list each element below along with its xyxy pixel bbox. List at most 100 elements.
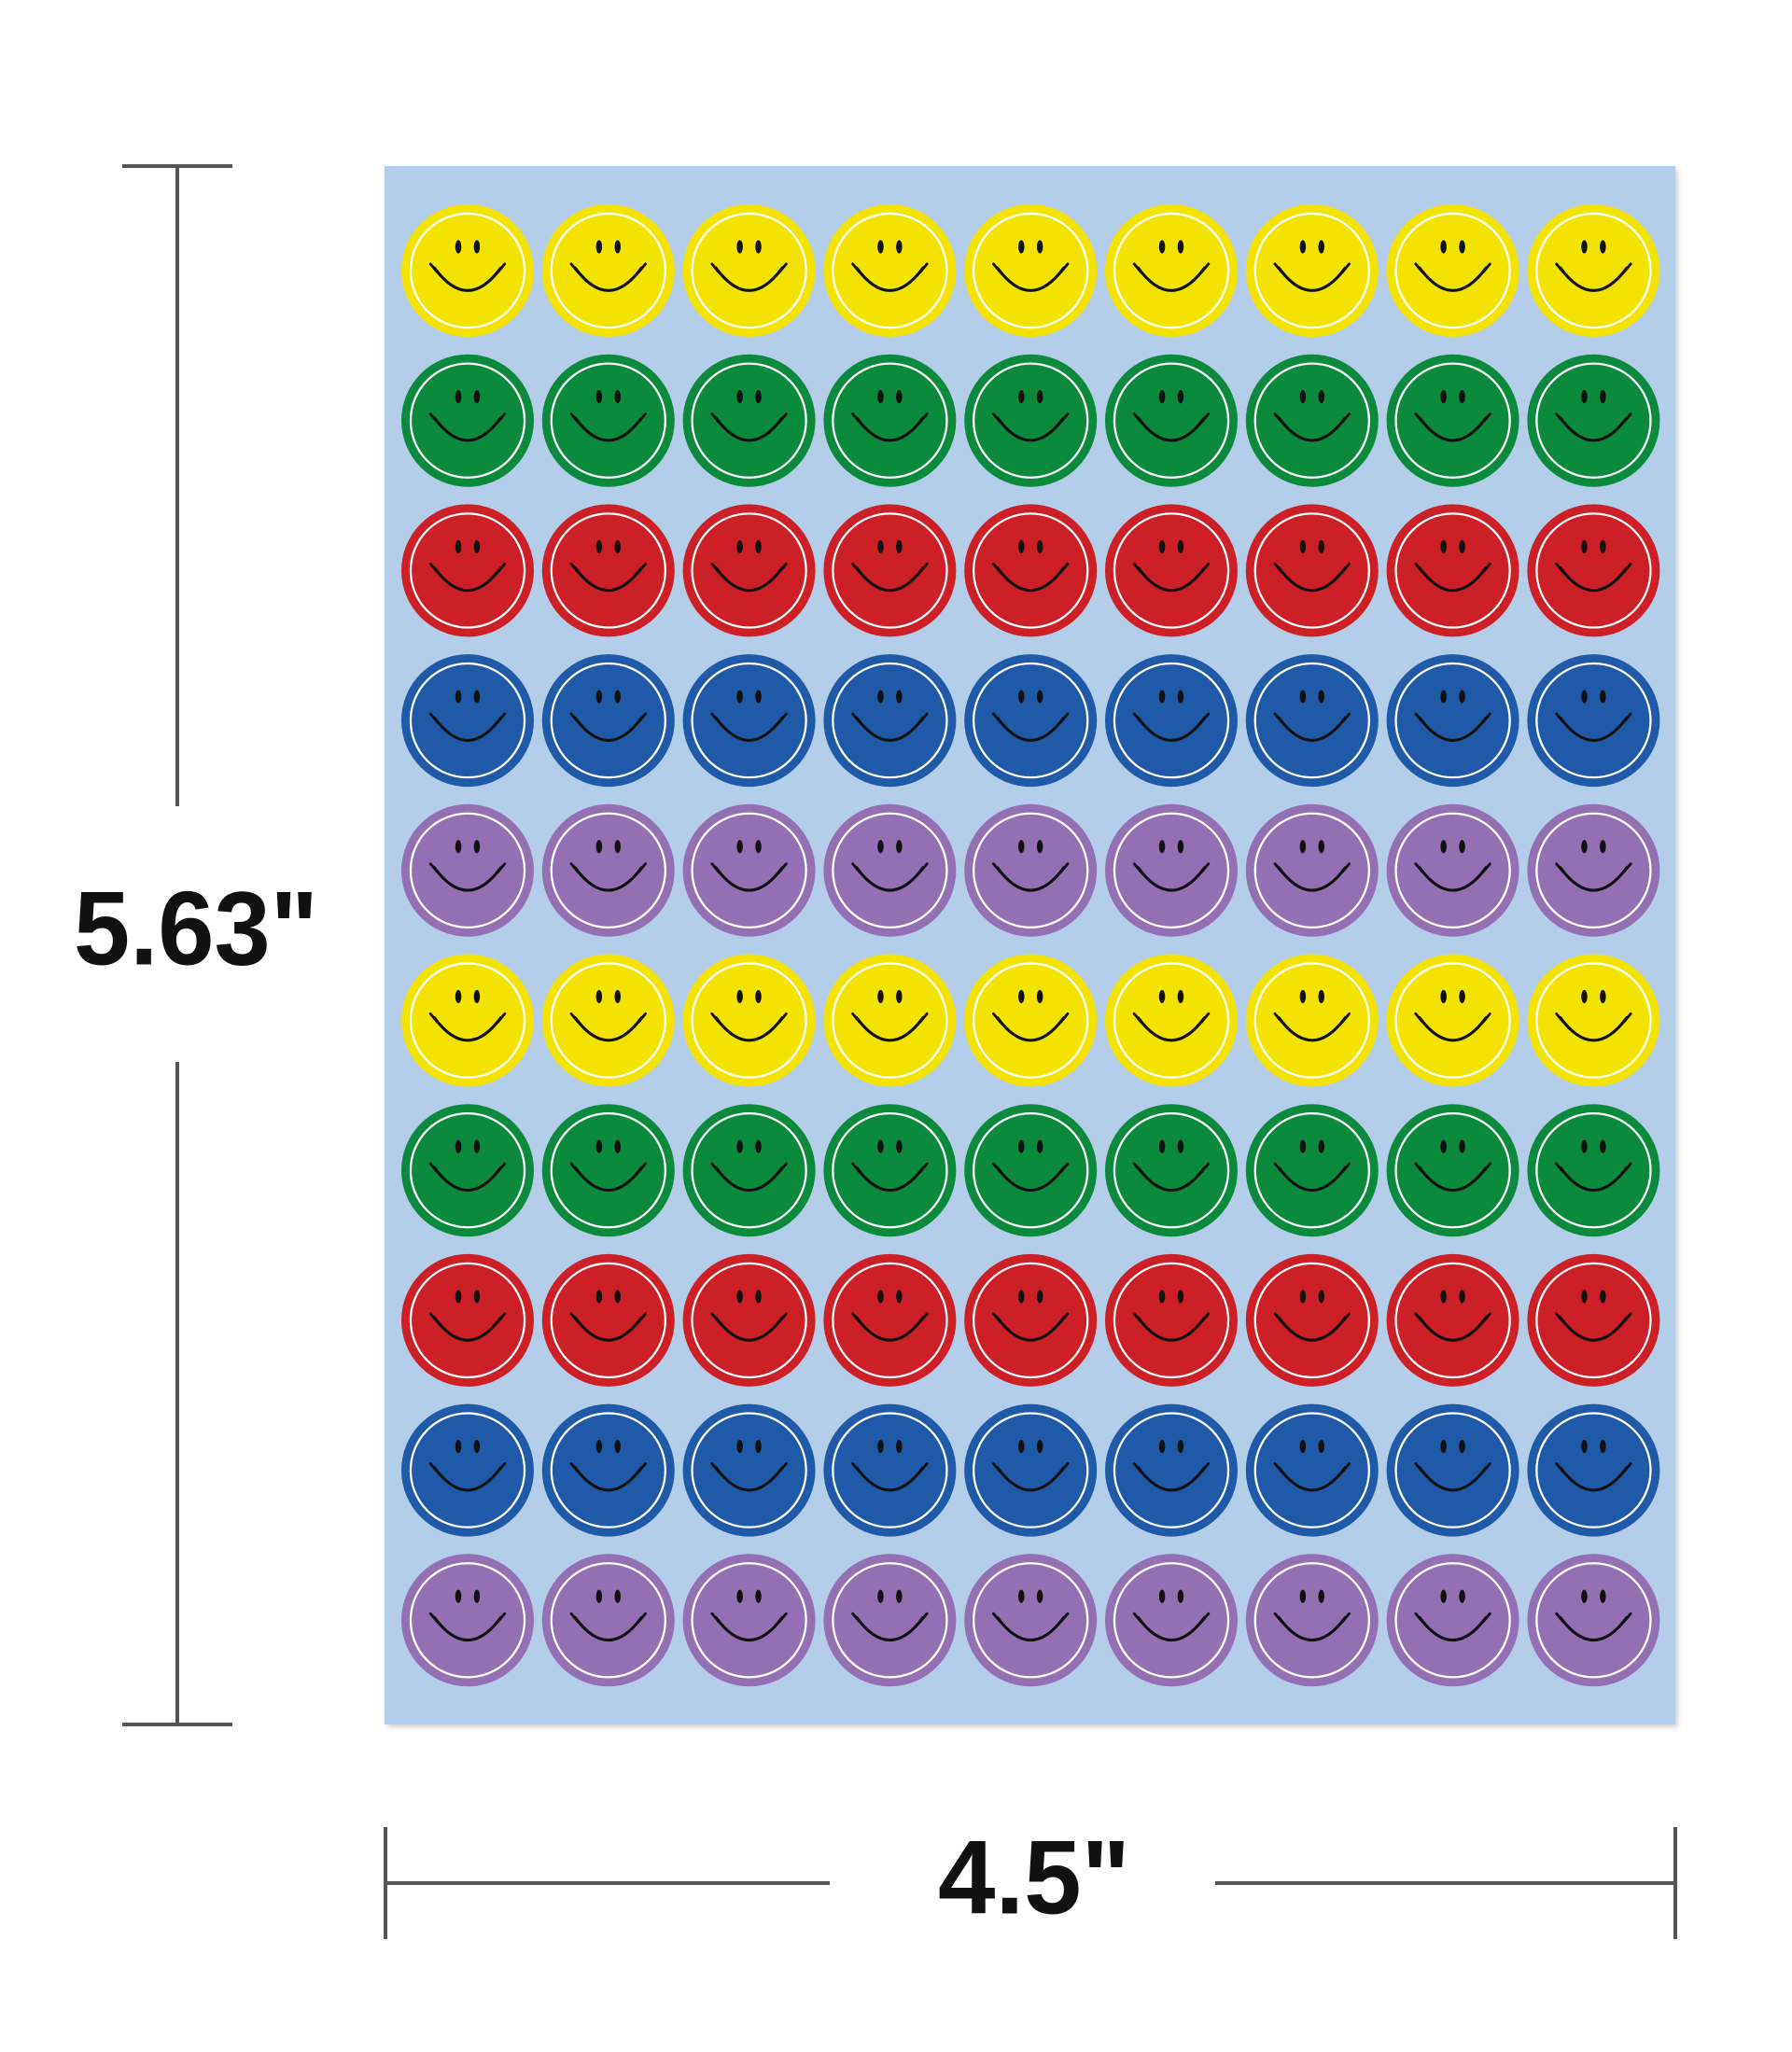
smiley-sticker <box>541 204 675 337</box>
sticker-circle <box>823 204 957 337</box>
smiley-sticker <box>1245 954 1379 1087</box>
smiley-sticker <box>1105 1554 1238 1687</box>
smiley-sticker <box>1527 803 1660 937</box>
smiley-sticker <box>1245 1253 1379 1387</box>
smiley-sticker <box>1527 1554 1660 1687</box>
sticker-circle <box>1527 1403 1660 1537</box>
smiley-sticker <box>541 1403 675 1537</box>
smiley-sticker <box>964 1403 1098 1537</box>
sticker-circle <box>823 803 957 937</box>
sticker-circle <box>682 654 816 788</box>
smiley-sticker <box>1105 954 1238 1087</box>
smiley-sticker <box>964 1104 1098 1237</box>
smiley-sticker <box>401 954 534 1087</box>
sticker-circle <box>682 354 816 487</box>
smiley-sticker <box>541 354 675 487</box>
sticker-circle <box>1245 1253 1379 1387</box>
smiley-sticker <box>1527 1104 1660 1237</box>
height-dimension: 5.63" <box>74 164 318 1726</box>
sticker-circle <box>1105 803 1238 937</box>
smiley-sticker <box>1386 1554 1519 1687</box>
smiley-sticker <box>682 803 816 937</box>
sticker-circle <box>1245 803 1379 937</box>
sticker-circle <box>682 803 816 937</box>
sticker-circle <box>1386 1253 1519 1387</box>
smiley-sticker <box>964 204 1098 337</box>
smiley-sticker <box>401 354 534 487</box>
smiley-sticker <box>1386 1104 1519 1237</box>
sticker-circle <box>401 1104 534 1237</box>
smiley-sticker <box>401 1253 534 1387</box>
sticker-circle <box>541 1554 675 1687</box>
sticker-circle <box>541 504 675 637</box>
smiley-sticker <box>401 204 534 337</box>
sticker-circle <box>823 1104 957 1237</box>
sticker-circle <box>401 204 534 337</box>
sticker-circle <box>964 354 1098 487</box>
sticker-circle <box>823 354 957 487</box>
sticker-circle <box>1105 354 1238 487</box>
smiley-sticker <box>401 1403 534 1537</box>
smiley-sticker <box>1527 354 1660 487</box>
sticker-circle <box>1527 654 1660 788</box>
smiley-sticker <box>1245 1403 1379 1537</box>
smiley-sticker <box>823 1554 957 1687</box>
sticker-circle <box>401 504 534 637</box>
sticker-circle <box>1386 803 1519 937</box>
smiley-sticker <box>823 954 957 1087</box>
smiley-sticker <box>1245 1104 1379 1237</box>
smiley-sticker <box>964 654 1098 788</box>
sticker-circle <box>964 504 1098 637</box>
sticker-circle <box>1527 504 1660 637</box>
smiley-sticker <box>1105 1403 1238 1537</box>
smiley-sticker <box>541 954 675 1087</box>
sticker-circle <box>541 1104 675 1237</box>
smiley-sticker <box>823 803 957 937</box>
smiley-sticker <box>401 1104 534 1237</box>
smiley-sticker <box>1386 654 1519 788</box>
sticker-circle <box>401 354 534 487</box>
sticker-circle <box>1527 1253 1660 1387</box>
sticker-circle <box>1245 1104 1379 1237</box>
sticker-circle <box>1245 654 1379 788</box>
smiley-sticker <box>682 1554 816 1687</box>
sticker-circle <box>1527 204 1660 337</box>
smiley-sticker <box>1386 1253 1519 1387</box>
smiley-sticker <box>1527 504 1660 637</box>
sticker-circle <box>1105 654 1238 788</box>
smiley-sticker <box>1105 204 1238 337</box>
sticker-circle <box>401 1554 534 1687</box>
smiley-sticker <box>964 1554 1098 1687</box>
smiley-sticker <box>1245 354 1379 487</box>
smiley-sticker <box>823 204 957 337</box>
sticker-grid <box>401 204 1660 1687</box>
smiley-sticker <box>682 1403 816 1537</box>
sticker-circle <box>682 1104 816 1237</box>
sticker-circle <box>1245 204 1379 337</box>
smiley-sticker <box>964 354 1098 487</box>
sticker-circle <box>541 1403 675 1537</box>
smiley-sticker <box>1245 803 1379 937</box>
smiley-sticker <box>401 1554 534 1687</box>
sticker-circle <box>1105 504 1238 637</box>
smiley-sticker <box>1245 204 1379 337</box>
sticker-circle <box>823 504 957 637</box>
sticker-circle <box>1105 204 1238 337</box>
smiley-sticker <box>1105 1253 1238 1387</box>
smiley-sticker <box>1245 654 1379 788</box>
sticker-circle <box>1527 1554 1660 1687</box>
sticker-circle <box>1527 954 1660 1087</box>
sticker-circle <box>401 803 534 937</box>
smiley-sticker <box>682 354 816 487</box>
smiley-sticker <box>682 204 816 337</box>
smiley-sticker <box>823 1253 957 1387</box>
smiley-sticker <box>1105 654 1238 788</box>
sticker-circle <box>1386 1104 1519 1237</box>
sticker-circle <box>682 1403 816 1537</box>
smiley-sticker <box>682 1253 816 1387</box>
sticker-circle <box>823 654 957 788</box>
smiley-sticker <box>1527 1403 1660 1537</box>
smiley-sticker <box>682 954 816 1087</box>
smiley-sticker <box>401 803 534 937</box>
